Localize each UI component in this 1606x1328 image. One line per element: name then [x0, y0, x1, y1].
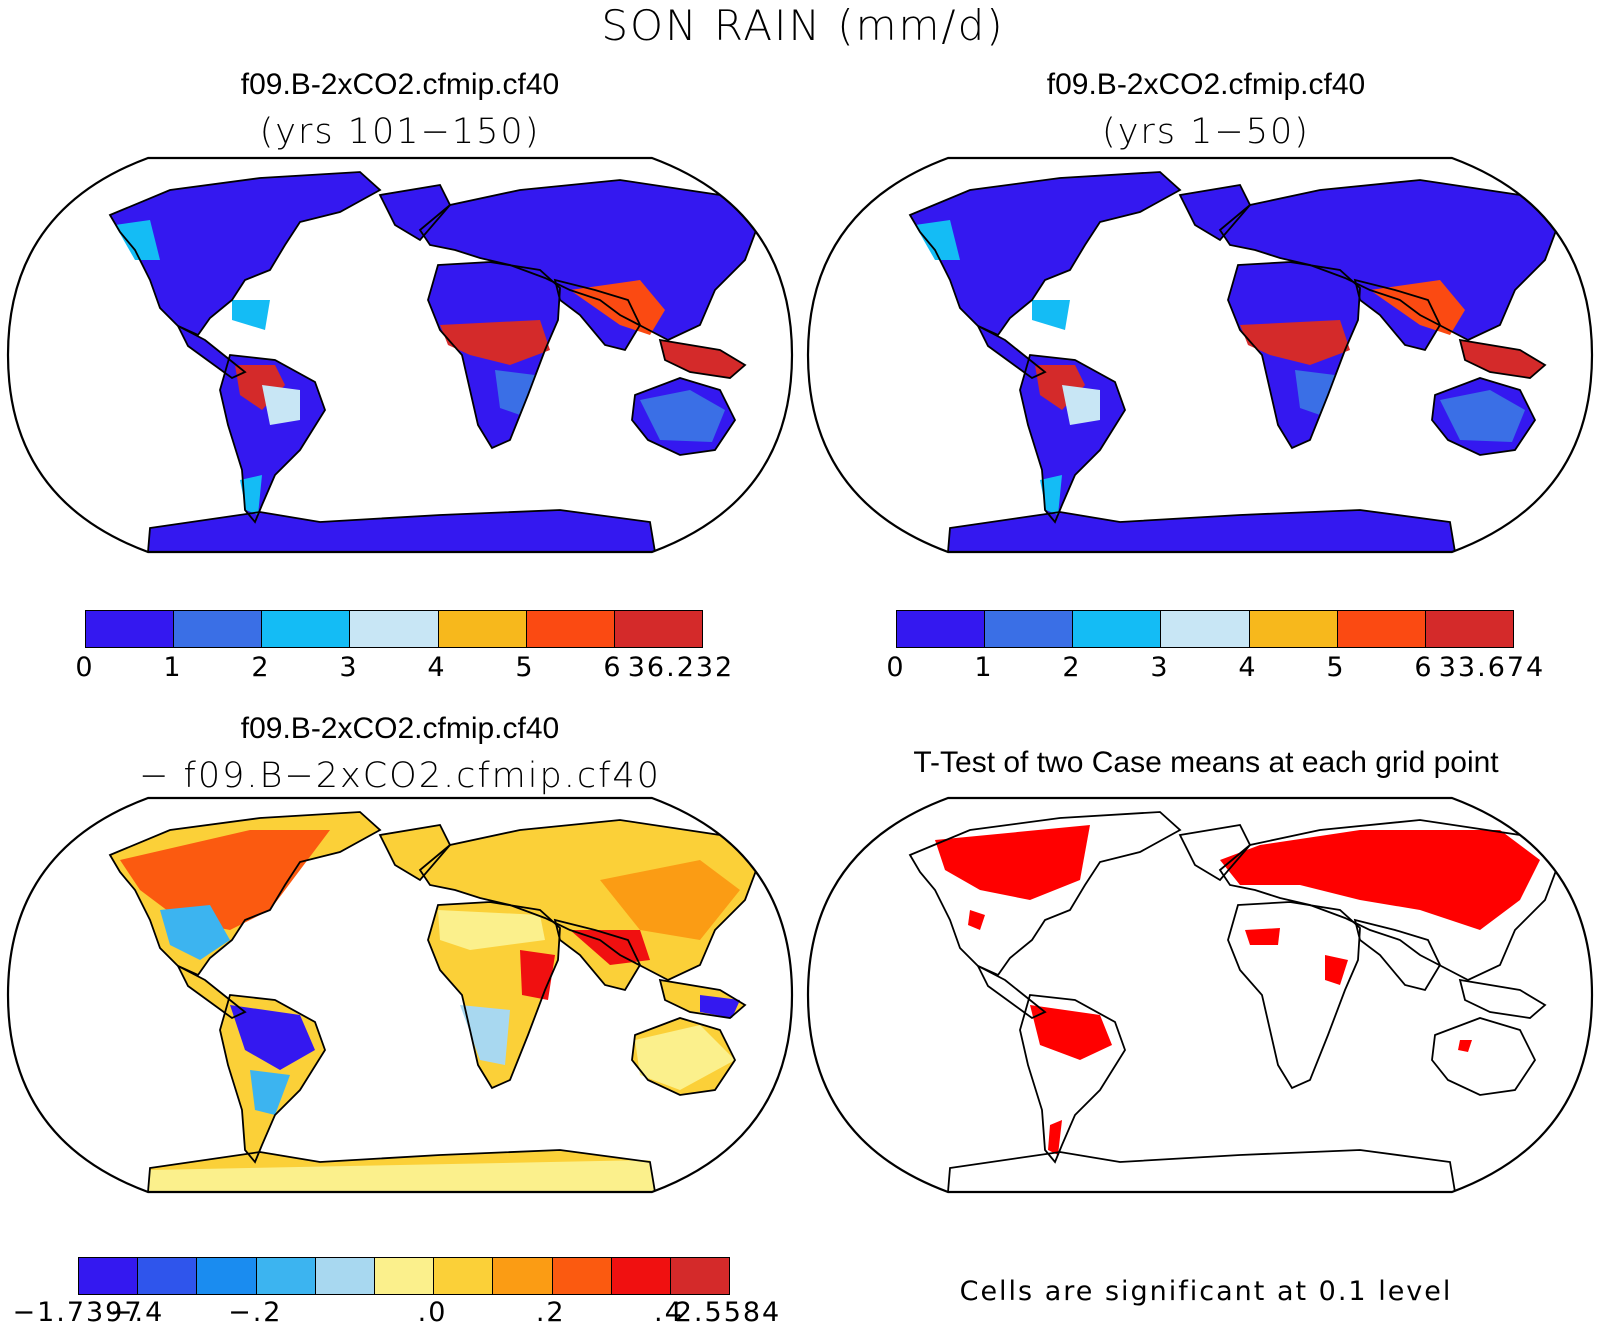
- colorbar-swatch: [670, 1258, 730, 1294]
- figure-title: SON RAIN (mm/d): [601, 1, 1005, 50]
- colorbar-swatch: [315, 1258, 375, 1294]
- map-panel-top-right: [806, 156, 1594, 554]
- rain-high-region: [1035, 365, 1085, 410]
- colorbar-tick-label: 4: [427, 652, 447, 683]
- colorbar-swatch: [262, 611, 351, 647]
- colorbar-labels-top-right: 0 1 2 3 4 5 6 33.674: [886, 652, 1543, 683]
- map-panel-bottom-left: [6, 796, 794, 1194]
- colorbar-tick-label: 1: [163, 652, 183, 683]
- rain-high-region: [235, 365, 285, 410]
- colorbar-tick-label: 3: [1150, 652, 1170, 683]
- colorbar-tick-label: 3: [339, 652, 359, 683]
- panel-title: f09.B-2xCO2.cfmip.cf40: [240, 712, 560, 745]
- map-panel-top-left: [6, 156, 794, 554]
- colorbar-tick-label: 2: [1062, 652, 1082, 683]
- colorbar-labels-top-left: 0 1 2 3 4 5 6 36.232: [75, 652, 732, 683]
- colorbar-tick-label: 6: [603, 652, 623, 683]
- map-border: [6, 796, 794, 1194]
- colorbar-top-right: [896, 610, 1514, 648]
- colorbar-swatch: [350, 611, 439, 647]
- colorbar-swatch: [434, 1258, 494, 1294]
- colorbar-tick-label: 4: [1238, 652, 1258, 683]
- colorbar-swatch: [526, 611, 615, 647]
- colorbar-swatch: [897, 611, 986, 647]
- colorbar-swatch: [256, 1258, 316, 1294]
- rain-decrease-region: [230, 1005, 315, 1070]
- colorbar-swatch: [611, 1258, 671, 1294]
- panel-subtitle: (yrs 101−150): [259, 112, 541, 152]
- colorbar-swatch: [374, 1258, 435, 1294]
- colorbar-swatch: [1425, 611, 1513, 647]
- colorbar-tick-label: 0: [886, 652, 906, 683]
- panel-title: T-Test of two Case means at each grid po…: [913, 746, 1499, 779]
- colorbar-swatch: [86, 611, 175, 647]
- colorbar-labels-bottom-left: −1.7397 −.4 −.2 .0 .2 .4 2.5584: [12, 1297, 779, 1328]
- colorbar-tick-label: −1.7397: [12, 1297, 144, 1328]
- colorbar-swatch: [438, 611, 527, 647]
- colorbar-swatch: [79, 1258, 139, 1294]
- significant-region: [935, 825, 1090, 900]
- colorbar-tick-label: −.4: [109, 1297, 165, 1328]
- colorbar-swatch: [1073, 611, 1162, 647]
- map-panel-bottom-right: [806, 796, 1594, 1194]
- colorbar-tick-label: 6: [1414, 652, 1434, 683]
- panel-subtitle: (yrs 1−50): [1102, 112, 1310, 152]
- colorbar-tick-label: 1: [974, 652, 994, 683]
- colorbar-swatch: [197, 1258, 257, 1294]
- colorbar-top-left: [85, 610, 703, 648]
- map-border: [806, 796, 1594, 1194]
- colorbar-tick-label: 2.5584: [674, 1297, 782, 1328]
- colorbar-tick-label: −.2: [228, 1297, 283, 1328]
- colorbar-swatch: [138, 1258, 198, 1294]
- colorbar-swatch: [614, 611, 702, 647]
- colorbar-tick-label: 33.674: [1438, 652, 1546, 683]
- colorbar-swatch: [493, 1258, 553, 1294]
- rain-high-region: [1240, 320, 1350, 365]
- panel-subtitle: − f09.B−2xCO2.cfmip.cf40: [139, 756, 661, 796]
- map-border: [6, 156, 794, 554]
- colorbar-tick-label: 5: [515, 652, 535, 683]
- colorbar-tick-label: .4: [654, 1297, 684, 1328]
- colorbar-tick-label: .2: [535, 1297, 566, 1328]
- colorbar-swatch: [1249, 611, 1338, 647]
- colorbar-swatch: [1161, 611, 1250, 647]
- significance-note: Cells are significant at 0.1 level: [959, 1276, 1453, 1307]
- panel-title: f09.B-2xCO2.cfmip.cf40: [1046, 68, 1366, 101]
- colorbar-swatch: [1337, 611, 1426, 647]
- rain-high-region: [440, 320, 550, 365]
- colorbar-tick-label: 2: [251, 652, 271, 683]
- colorbar-tick-label: 36.232: [627, 652, 735, 683]
- colorbar-swatch: [985, 611, 1074, 647]
- colorbar-swatch: [552, 1258, 612, 1294]
- panel-title: f09.B-2xCO2.cfmip.cf40: [240, 68, 560, 101]
- significant-region: [1030, 1005, 1112, 1060]
- map-border: [806, 156, 1594, 554]
- colorbar-tick-label: 0: [75, 652, 95, 683]
- colorbar-swatch: [174, 611, 263, 647]
- colorbar-tick-label: .0: [417, 1297, 448, 1328]
- colorbar-bottom-left: [78, 1257, 730, 1295]
- colorbar-tick-label: 5: [1326, 652, 1346, 683]
- significant-region: [1220, 830, 1540, 930]
